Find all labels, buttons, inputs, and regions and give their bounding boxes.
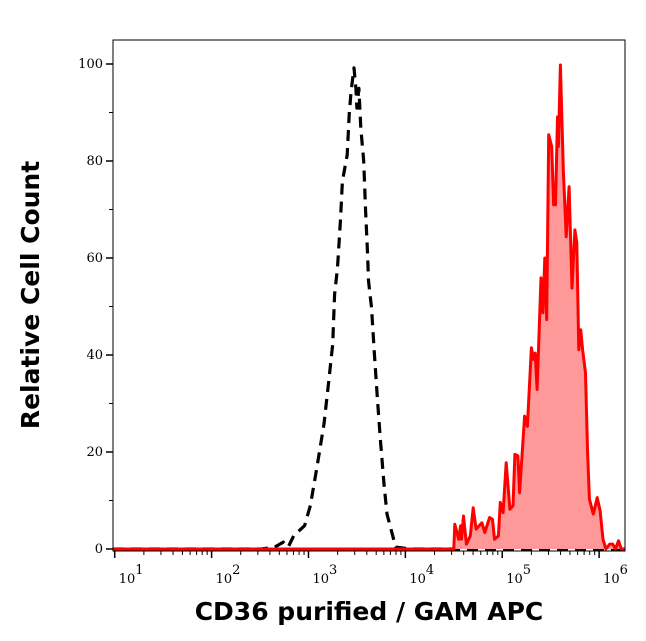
y-tick-label: 0 — [95, 542, 103, 557]
series-layer — [113, 63, 625, 551]
y-tick-label: 100 — [78, 57, 103, 72]
x-axis-title: CD36 purified / GAM APC — [195, 597, 544, 626]
x-tick-label: 103 — [312, 563, 337, 587]
y-tick-label: 80 — [86, 154, 103, 169]
axes: 101 102 103 104 105 106 0 20 40 60 80 100 — [78, 57, 628, 587]
x-tick-label: 105 — [506, 563, 531, 587]
plot-frame — [112, 39, 626, 552]
x-tick-label: 106 — [603, 563, 628, 587]
y-tick-label: 40 — [86, 348, 103, 363]
y-tick-label: 60 — [86, 251, 103, 266]
x-tick-label: 102 — [216, 563, 241, 587]
y-axis-title: Relative Cell Count — [16, 161, 45, 429]
series-line-0 — [113, 66, 625, 551]
series-fill-1 — [113, 65, 625, 549]
series-line-1 — [113, 63, 625, 551]
x-tick-label: 101 — [119, 563, 144, 587]
y-tick-label: 20 — [86, 445, 103, 460]
x-tick-label: 104 — [409, 563, 434, 587]
